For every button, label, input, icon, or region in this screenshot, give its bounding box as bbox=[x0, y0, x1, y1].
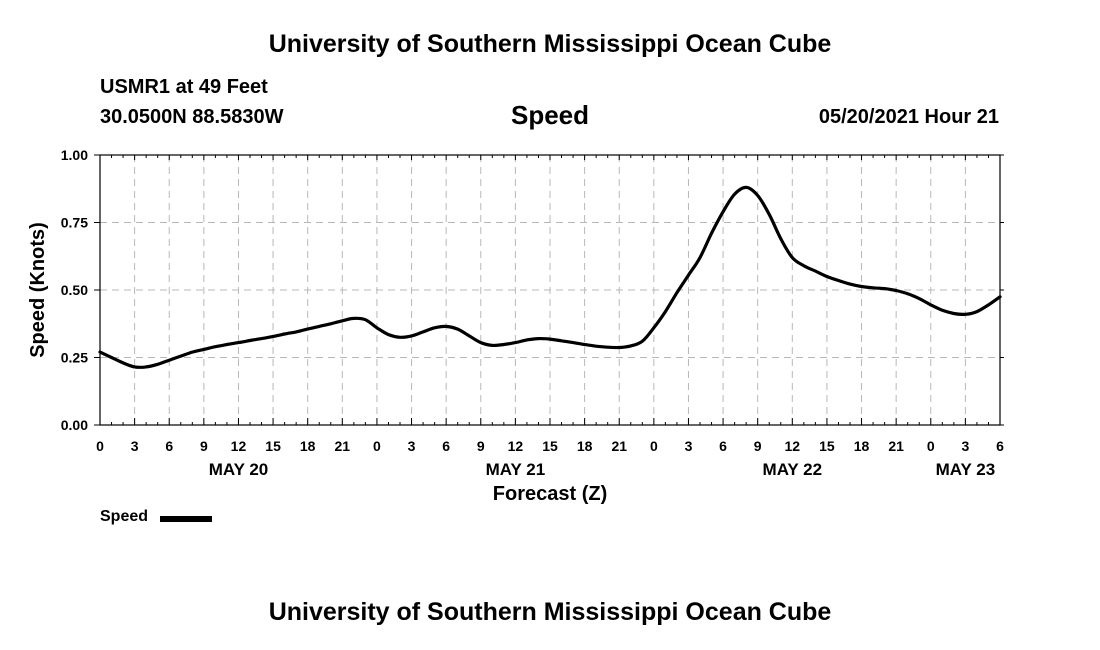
x-tick-label: 21 bbox=[335, 438, 351, 454]
x-axis-day-labels: MAY 20 MAY 21 MAY 22 MAY 23 bbox=[209, 460, 995, 479]
x-tick-label: 3 bbox=[131, 438, 139, 454]
x-tick-label: 18 bbox=[854, 438, 870, 454]
x-tick-label: 6 bbox=[719, 438, 727, 454]
x-tick-label: 6 bbox=[165, 438, 173, 454]
x-tick-label: 0 bbox=[927, 438, 935, 454]
plot-frame bbox=[99, 154, 1001, 426]
x-tick-label: 18 bbox=[577, 438, 593, 454]
y-axis-label: Speed (Knots) bbox=[27, 222, 49, 358]
legend-swatch bbox=[160, 516, 212, 522]
x-tick-label: 21 bbox=[888, 438, 904, 454]
legend-label: Speed bbox=[100, 508, 149, 525]
series-line-speed bbox=[98, 185, 1002, 369]
x-tick-label: 0 bbox=[96, 438, 104, 454]
x-tick-label: 12 bbox=[785, 438, 801, 454]
x-tick-label: 9 bbox=[754, 438, 762, 454]
chart-subtitle: Speed bbox=[510, 100, 590, 130]
station-coordinates: 30.0500N 88.5830W bbox=[100, 106, 284, 128]
day-label: MAY 22 bbox=[763, 460, 823, 479]
x-tick-label: 6 bbox=[442, 438, 450, 454]
x-tick-label: 15 bbox=[819, 438, 835, 454]
x-tick-label: 6 bbox=[996, 438, 1004, 454]
day-label: MAY 23 bbox=[936, 460, 996, 479]
y-axis-ticks: 0.00 0.25 0.50 0.75 1.00 bbox=[61, 147, 1004, 433]
x-tick-label: 0 bbox=[373, 438, 381, 454]
x-tick-label: 21 bbox=[611, 438, 627, 454]
y-tick-label: 0.25 bbox=[61, 350, 88, 366]
forecast-datetime: 05/20/2021 Hour 21 bbox=[818, 106, 999, 128]
x-tick-label: 12 bbox=[508, 438, 524, 454]
x-tick-label: 12 bbox=[231, 438, 247, 454]
y-tick-label: 0.00 bbox=[61, 417, 88, 433]
x-tick-label: 9 bbox=[200, 438, 208, 454]
y-tick-label: 0.50 bbox=[61, 282, 88, 298]
x-tick-label: 15 bbox=[542, 438, 558, 454]
day-label: MAY 20 bbox=[209, 460, 269, 479]
grid bbox=[100, 155, 1000, 425]
chart-title: University of Southern Mississippi Ocean… bbox=[268, 30, 832, 58]
y-tick-label: 0.75 bbox=[61, 215, 88, 231]
station-label: USMR1 at 49 Feet bbox=[100, 76, 268, 98]
x-tick-label: 3 bbox=[408, 438, 416, 454]
day-label: MAY 21 bbox=[486, 460, 546, 479]
x-tick-label: 3 bbox=[685, 438, 693, 454]
x-tick-label: 18 bbox=[300, 438, 316, 454]
y-tick-label: 1.00 bbox=[61, 147, 88, 163]
x-tick-label: 0 bbox=[650, 438, 658, 454]
x-axis-label: Forecast (Z) bbox=[493, 483, 607, 505]
x-tick-label: 15 bbox=[265, 438, 281, 454]
x-tick-label: 9 bbox=[477, 438, 485, 454]
x-tick-label: 3 bbox=[961, 438, 969, 454]
footer-title: University of Southern Mississippi Ocean… bbox=[268, 598, 832, 626]
